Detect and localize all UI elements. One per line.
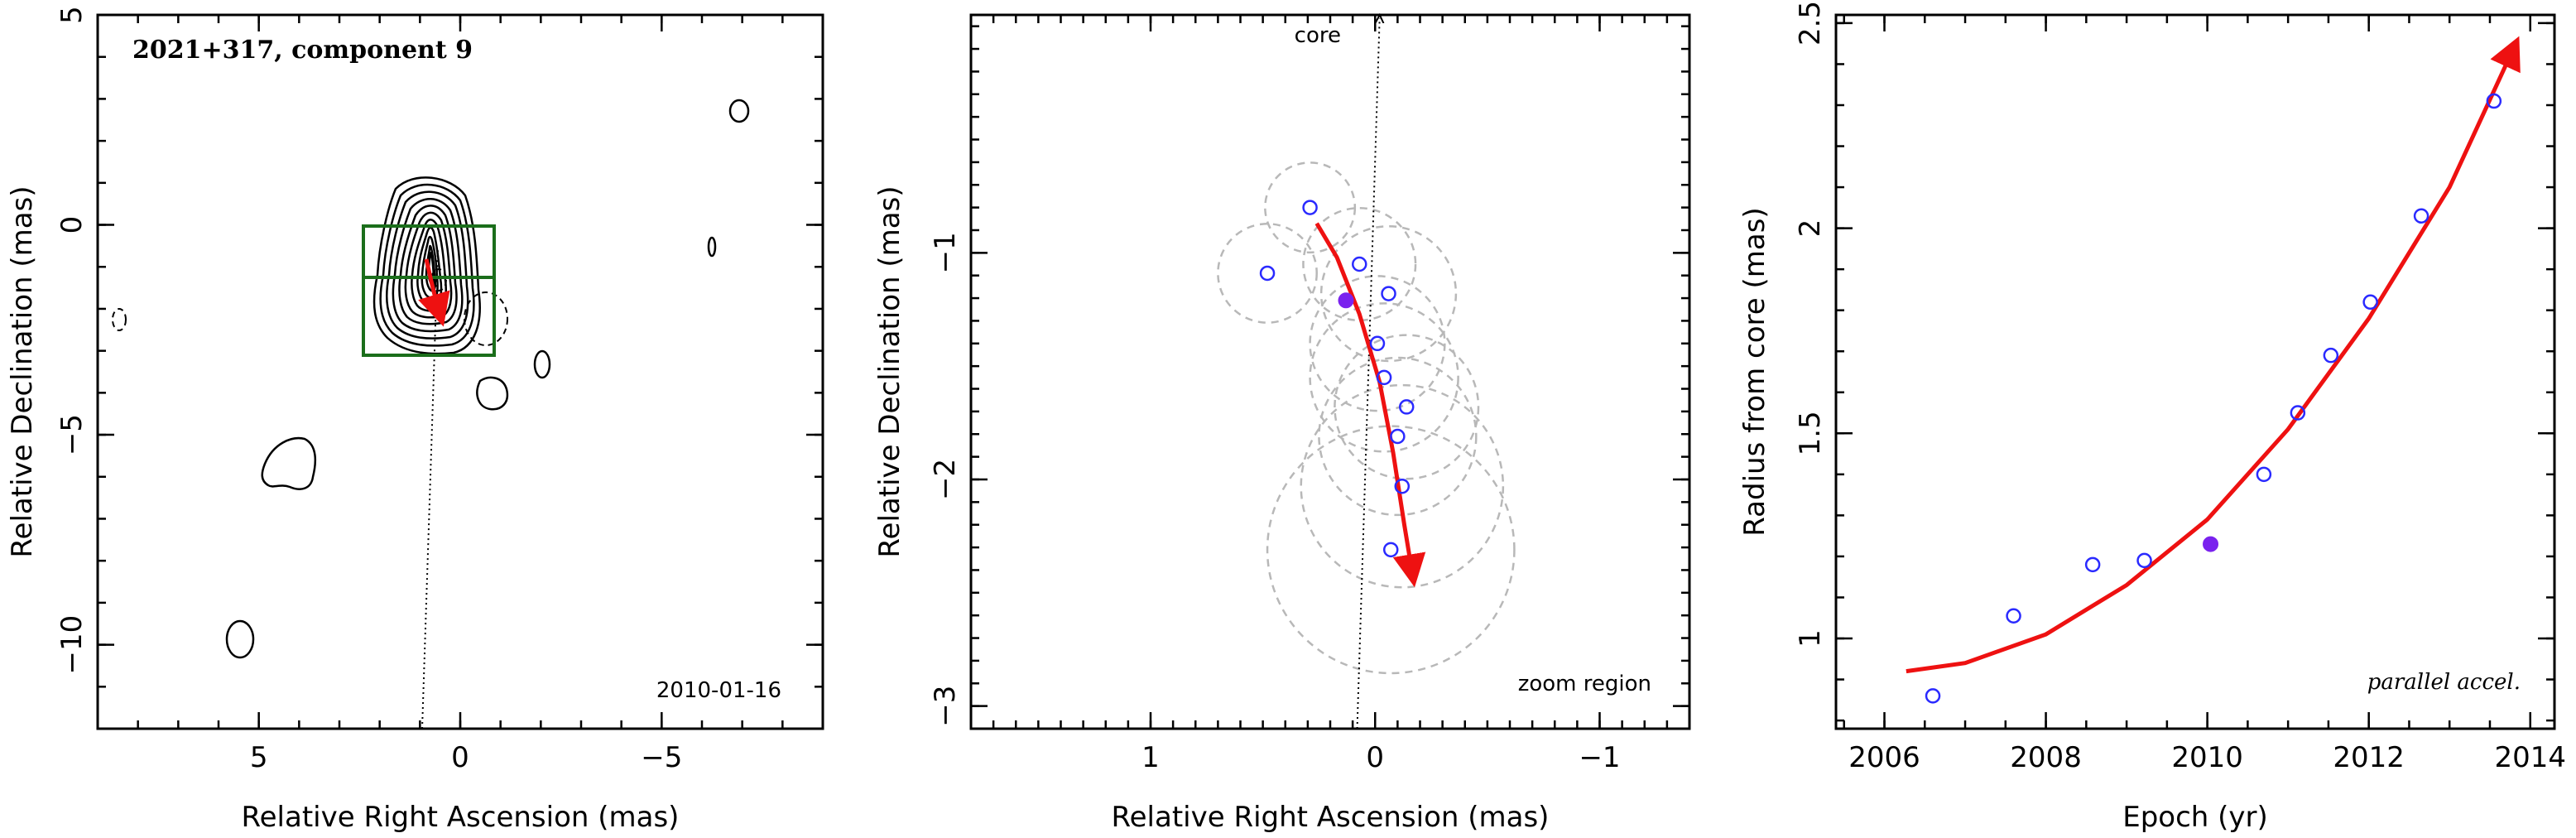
contour-map bbox=[112, 99, 750, 659]
fit-circle bbox=[1309, 302, 1459, 453]
panel1-ylabel: Relative Declination (mas) bbox=[6, 185, 39, 557]
y-tick-label: 2 bbox=[1794, 219, 1827, 238]
y-tick-label: −10 bbox=[55, 615, 89, 675]
x-tick-label: 2006 bbox=[1848, 741, 1920, 774]
panel2-ylabel: Relative Declination (mas) bbox=[873, 185, 906, 557]
fit-circle bbox=[1300, 383, 1505, 589]
data-point-open bbox=[2084, 556, 2101, 573]
x-tick-label: 2008 bbox=[2010, 741, 2082, 774]
panel1-frame bbox=[96, 13, 824, 730]
fit-circle bbox=[1264, 161, 1357, 254]
panel2: 1 0 −1 −1 −2 −3 core zoom region Relative Rig… bbox=[873, 13, 1691, 834]
core-direction-line bbox=[421, 248, 439, 730]
data-point-open bbox=[2486, 93, 2502, 109]
x-tick-label: 0 bbox=[451, 741, 469, 774]
y-tick-label: 0 bbox=[55, 216, 89, 234]
trajectory-arrow bbox=[418, 258, 450, 327]
panel1-date: 2010-01-16 bbox=[656, 678, 781, 703]
x-tick-label: 1 bbox=[1141, 741, 1160, 774]
fit-circle bbox=[1319, 224, 1458, 363]
panel2-axes: 1 0 −1 −1 −2 −3 bbox=[929, 15, 1689, 774]
x-tick-label: 2012 bbox=[2333, 741, 2405, 774]
panel3-points bbox=[1925, 93, 2502, 704]
data-point-open bbox=[1925, 688, 1941, 704]
core-label: core bbox=[1295, 23, 1341, 48]
panel2-xlabel: Relative Right Ascension (mas) bbox=[1112, 801, 1550, 834]
y-tick-label: −3 bbox=[929, 686, 962, 727]
data-point-open bbox=[1302, 200, 1318, 215]
panel1-axes: 5 0 −5 5 0 −5 −10 bbox=[55, 6, 824, 774]
panel3: 2006 2008 2010 2012 2014 1 1.5 2 2.5 parallel ac… bbox=[1738, 1, 2566, 834]
panel3-xlabel: Epoch (yr) bbox=[2122, 801, 2268, 834]
fit-circle bbox=[1309, 275, 1446, 412]
panel3-axes: 2006 2008 2010 2012 2014 1 1.5 2 2.5 bbox=[1794, 1, 2566, 774]
fit-circles bbox=[1217, 161, 1516, 675]
panel1-xlabel: Relative Right Ascension (mas) bbox=[242, 801, 680, 834]
panel1: 5 0 −5 5 0 −5 −10 2021+317, component 9 2010-0… bbox=[6, 6, 824, 834]
panel1-title: 2021+317, component 9 bbox=[132, 36, 473, 65]
data-point-open bbox=[1352, 256, 1367, 272]
x-tick-label: −5 bbox=[641, 741, 682, 774]
x-tick-label: 2014 bbox=[2494, 741, 2566, 774]
fit-circle bbox=[1302, 206, 1417, 322]
y-tick-label: −5 bbox=[55, 414, 89, 455]
data-point-open bbox=[2290, 405, 2306, 421]
y-tick-label: −2 bbox=[929, 459, 962, 500]
data-point-open bbox=[1259, 265, 1276, 282]
data-point-filled bbox=[2203, 536, 2219, 552]
data-point-open bbox=[1376, 369, 1392, 386]
x-tick-label: 5 bbox=[250, 741, 268, 774]
data-point-open bbox=[2006, 608, 2021, 624]
panel3-annotation: parallel accel. bbox=[2367, 670, 2521, 695]
fit-circle bbox=[1266, 425, 1516, 675]
y-tick-label: 1.5 bbox=[1794, 411, 1827, 455]
data-point-open bbox=[2362, 294, 2378, 311]
fit-curve-arrow bbox=[1906, 36, 2521, 674]
data-point-filled bbox=[1338, 292, 1354, 309]
x-tick-label: 0 bbox=[1366, 741, 1384, 774]
y-tick-label: 5 bbox=[55, 6, 89, 24]
y-tick-label: −1 bbox=[929, 232, 962, 273]
data-point-open bbox=[1381, 286, 1396, 301]
y-tick-label: 1 bbox=[1794, 629, 1827, 648]
data-point-open bbox=[1398, 399, 1415, 415]
panel3-frame bbox=[1834, 13, 2556, 730]
zoom-region-label: zoom region bbox=[1518, 672, 1651, 696]
data-point-open bbox=[1394, 478, 1411, 494]
y-tick-label: 2.5 bbox=[1794, 1, 1827, 46]
fit-circle bbox=[1318, 356, 1478, 517]
panel2-points bbox=[1259, 200, 1415, 558]
data-point-open bbox=[2323, 347, 2339, 364]
data-point-open bbox=[2136, 552, 2152, 569]
data-point-open bbox=[1382, 542, 1399, 558]
panel3-ylabel: Radius from core (mas) bbox=[1738, 207, 1771, 536]
data-point-open bbox=[2256, 466, 2272, 483]
x-tick-label: −1 bbox=[1579, 741, 1620, 774]
trajectory-arrow bbox=[1314, 222, 1426, 588]
fit-circle bbox=[1217, 223, 1318, 324]
data-point-open bbox=[1390, 428, 1406, 445]
data-point-open bbox=[2413, 208, 2429, 224]
x-tick-label: 2010 bbox=[2171, 741, 2243, 774]
core-direction-line bbox=[1356, 18, 1380, 730]
panel2-frame bbox=[969, 13, 1691, 730]
fit-circle bbox=[1334, 334, 1480, 480]
data-point-open bbox=[1369, 335, 1386, 352]
